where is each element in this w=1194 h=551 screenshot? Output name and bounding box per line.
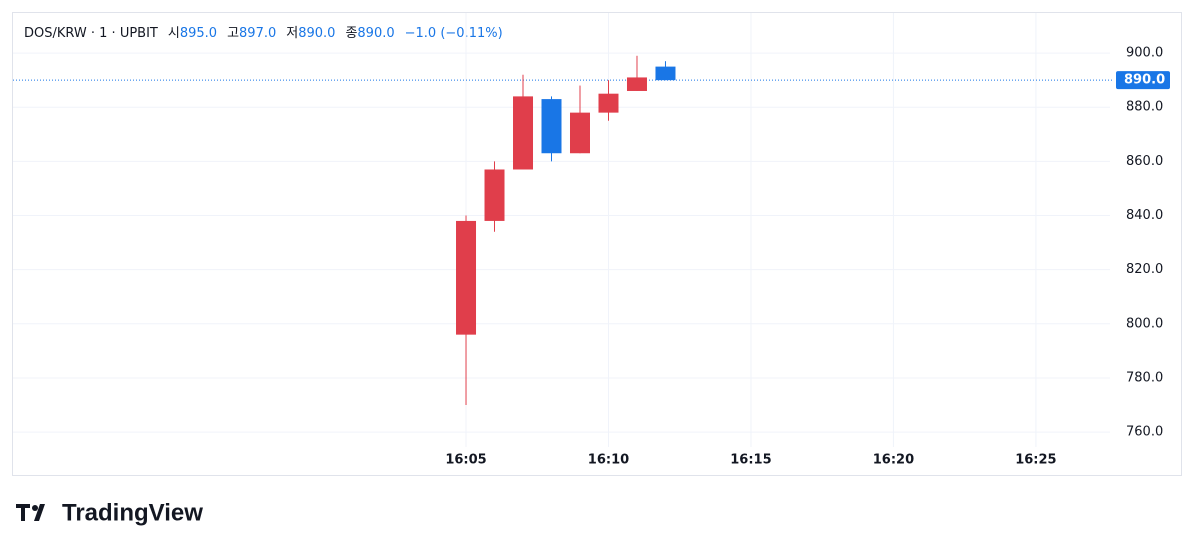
legend-value: 895.0	[180, 26, 217, 41]
last-price-label: 890.0	[1124, 73, 1165, 88]
legend-value: 890.0	[357, 26, 394, 41]
candle	[541, 96, 562, 162]
candle-body	[598, 93, 619, 113]
candle-body	[484, 169, 505, 221]
legend-label: 시	[168, 26, 180, 41]
legend-label: 고	[227, 26, 239, 41]
logo-dot	[32, 505, 38, 511]
candle-body	[541, 99, 562, 154]
chart-header: DOS/KRW · 1 · UPBIT 시895.0 고897.0 저890.0 종89…	[24, 26, 503, 41]
candle	[569, 85, 590, 154]
x-tick-label: 16:20	[873, 453, 914, 468]
candle-body	[626, 77, 647, 91]
candle-body	[456, 220, 477, 335]
candle	[484, 161, 505, 232]
x-tick-label: 16:15	[730, 453, 771, 468]
y-tick-label: 800.0	[1126, 316, 1163, 331]
symbol: DOS/KRW · 1 · UPBIT	[24, 26, 158, 41]
logo-mark	[16, 504, 30, 521]
y-tick-label: 880.0	[1126, 100, 1163, 115]
candle-body	[513, 96, 534, 170]
candle	[513, 74, 534, 170]
x-tick-label: 16:25	[1015, 453, 1056, 468]
logo-slash	[34, 504, 45, 521]
legend-change: −1.0 (−0.11%)	[405, 26, 503, 41]
candle	[655, 61, 676, 81]
last-price-box	[1116, 71, 1170, 90]
legend-value: 897.0	[239, 26, 276, 41]
x-tick-label: 16:10	[588, 453, 629, 468]
y-tick-label: 760.0	[1126, 425, 1163, 440]
tradingview-logo: TradingView	[16, 499, 203, 526]
y-tick-label: 840.0	[1126, 208, 1163, 223]
candle	[598, 80, 619, 121]
candle-body	[655, 66, 676, 81]
legend-label: 종	[345, 26, 357, 41]
y-tick-label: 860.0	[1126, 154, 1163, 169]
chart-frame	[12, 12, 1182, 476]
y-tick-label: 780.0	[1126, 370, 1163, 385]
y-tick-label: 900.0	[1126, 46, 1163, 61]
legend-label: 저	[286, 26, 298, 41]
x-tick-label: 16:05	[445, 453, 486, 468]
candle	[456, 215, 477, 406]
candle-body	[569, 112, 590, 154]
y-tick-label: 820.0	[1126, 262, 1163, 277]
brand-text: TradingView	[62, 499, 203, 526]
legend-value: 890.0	[298, 26, 335, 41]
candle	[626, 55, 647, 91]
